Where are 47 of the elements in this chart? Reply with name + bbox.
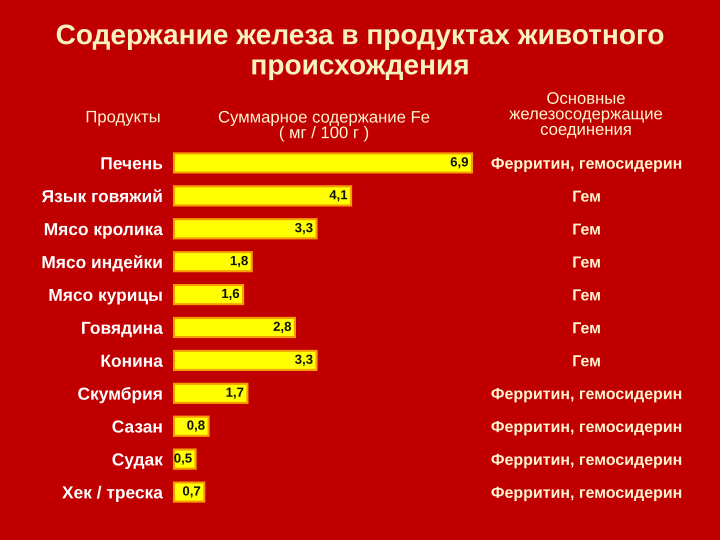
bar: [172, 481, 206, 503]
x-axis-title: Суммарное содержание Fe ( мг / 100 г ): [218, 110, 430, 142]
y2-tick-label: Гем: [573, 224, 600, 235]
y-tick-label: Мясо кролика: [44, 223, 164, 239]
y2-tick-label: Ферритин, гемосидерин: [491, 388, 682, 402]
data-label: 1,7: [226, 388, 244, 399]
bar: [172, 284, 244, 306]
bar: [172, 251, 253, 272]
y2-tick-label: Ферритин, гемосидерин: [491, 420, 682, 436]
y-tick-label: Скумбрия: [78, 386, 162, 404]
y2-tick-label: Ферритин, гемосидерин: [491, 158, 682, 172]
data-label: 0,7: [182, 486, 200, 498]
bar: [172, 350, 318, 371]
data-label: 0,5: [174, 453, 192, 465]
y-tick-label: Мясо индейки: [42, 255, 162, 272]
bar: [172, 185, 352, 206]
bar: [172, 218, 318, 240]
y-tick-label: Сазан: [112, 420, 162, 433]
y-tick-label: Язык говяжий: [42, 189, 162, 202]
data-label: 6,9: [450, 157, 468, 168]
data-label: 3,3: [295, 354, 313, 366]
bar: [172, 152, 474, 174]
data-label: 1,6: [222, 288, 240, 300]
y-tick-label: Говядина: [82, 322, 163, 338]
data-label: 3,3: [295, 222, 313, 234]
y2-axis-title: Основные железосодержащие соединения: [509, 92, 662, 138]
chart-title: Содержание железа в продуктах животного происхождения: [56, 24, 664, 80]
y2-tick-label: Гем: [573, 256, 600, 268]
data-label: 2,8: [274, 322, 292, 333]
y2-tick-label: Гем: [573, 289, 600, 301]
y2-tick-label: Гем: [573, 322, 600, 334]
y2-tick-label: Ферритин, гемосидерин: [491, 486, 682, 502]
y-tick-label: Судак: [112, 453, 163, 470]
data-label: 4,1: [329, 190, 348, 202]
bar: [172, 316, 296, 338]
y2-tick-label: Гем: [573, 190, 600, 202]
y-tick-label: Хек / треска: [62, 486, 164, 502]
data-label: 0,8: [187, 420, 205, 432]
y2-tick-label: Ферритин, гемосидерин: [491, 454, 682, 468]
bar: [172, 382, 248, 404]
data-label: 1,8: [230, 256, 248, 268]
y-tick-label: Печень: [101, 157, 162, 170]
y-tick-label: Конина: [102, 354, 163, 367]
y2-tick-label: Гем: [573, 355, 600, 366]
bar: [172, 416, 210, 437]
y-axis-title: Продукты: [86, 110, 160, 126]
y-tick-label: Мясо курицы: [50, 288, 162, 304]
